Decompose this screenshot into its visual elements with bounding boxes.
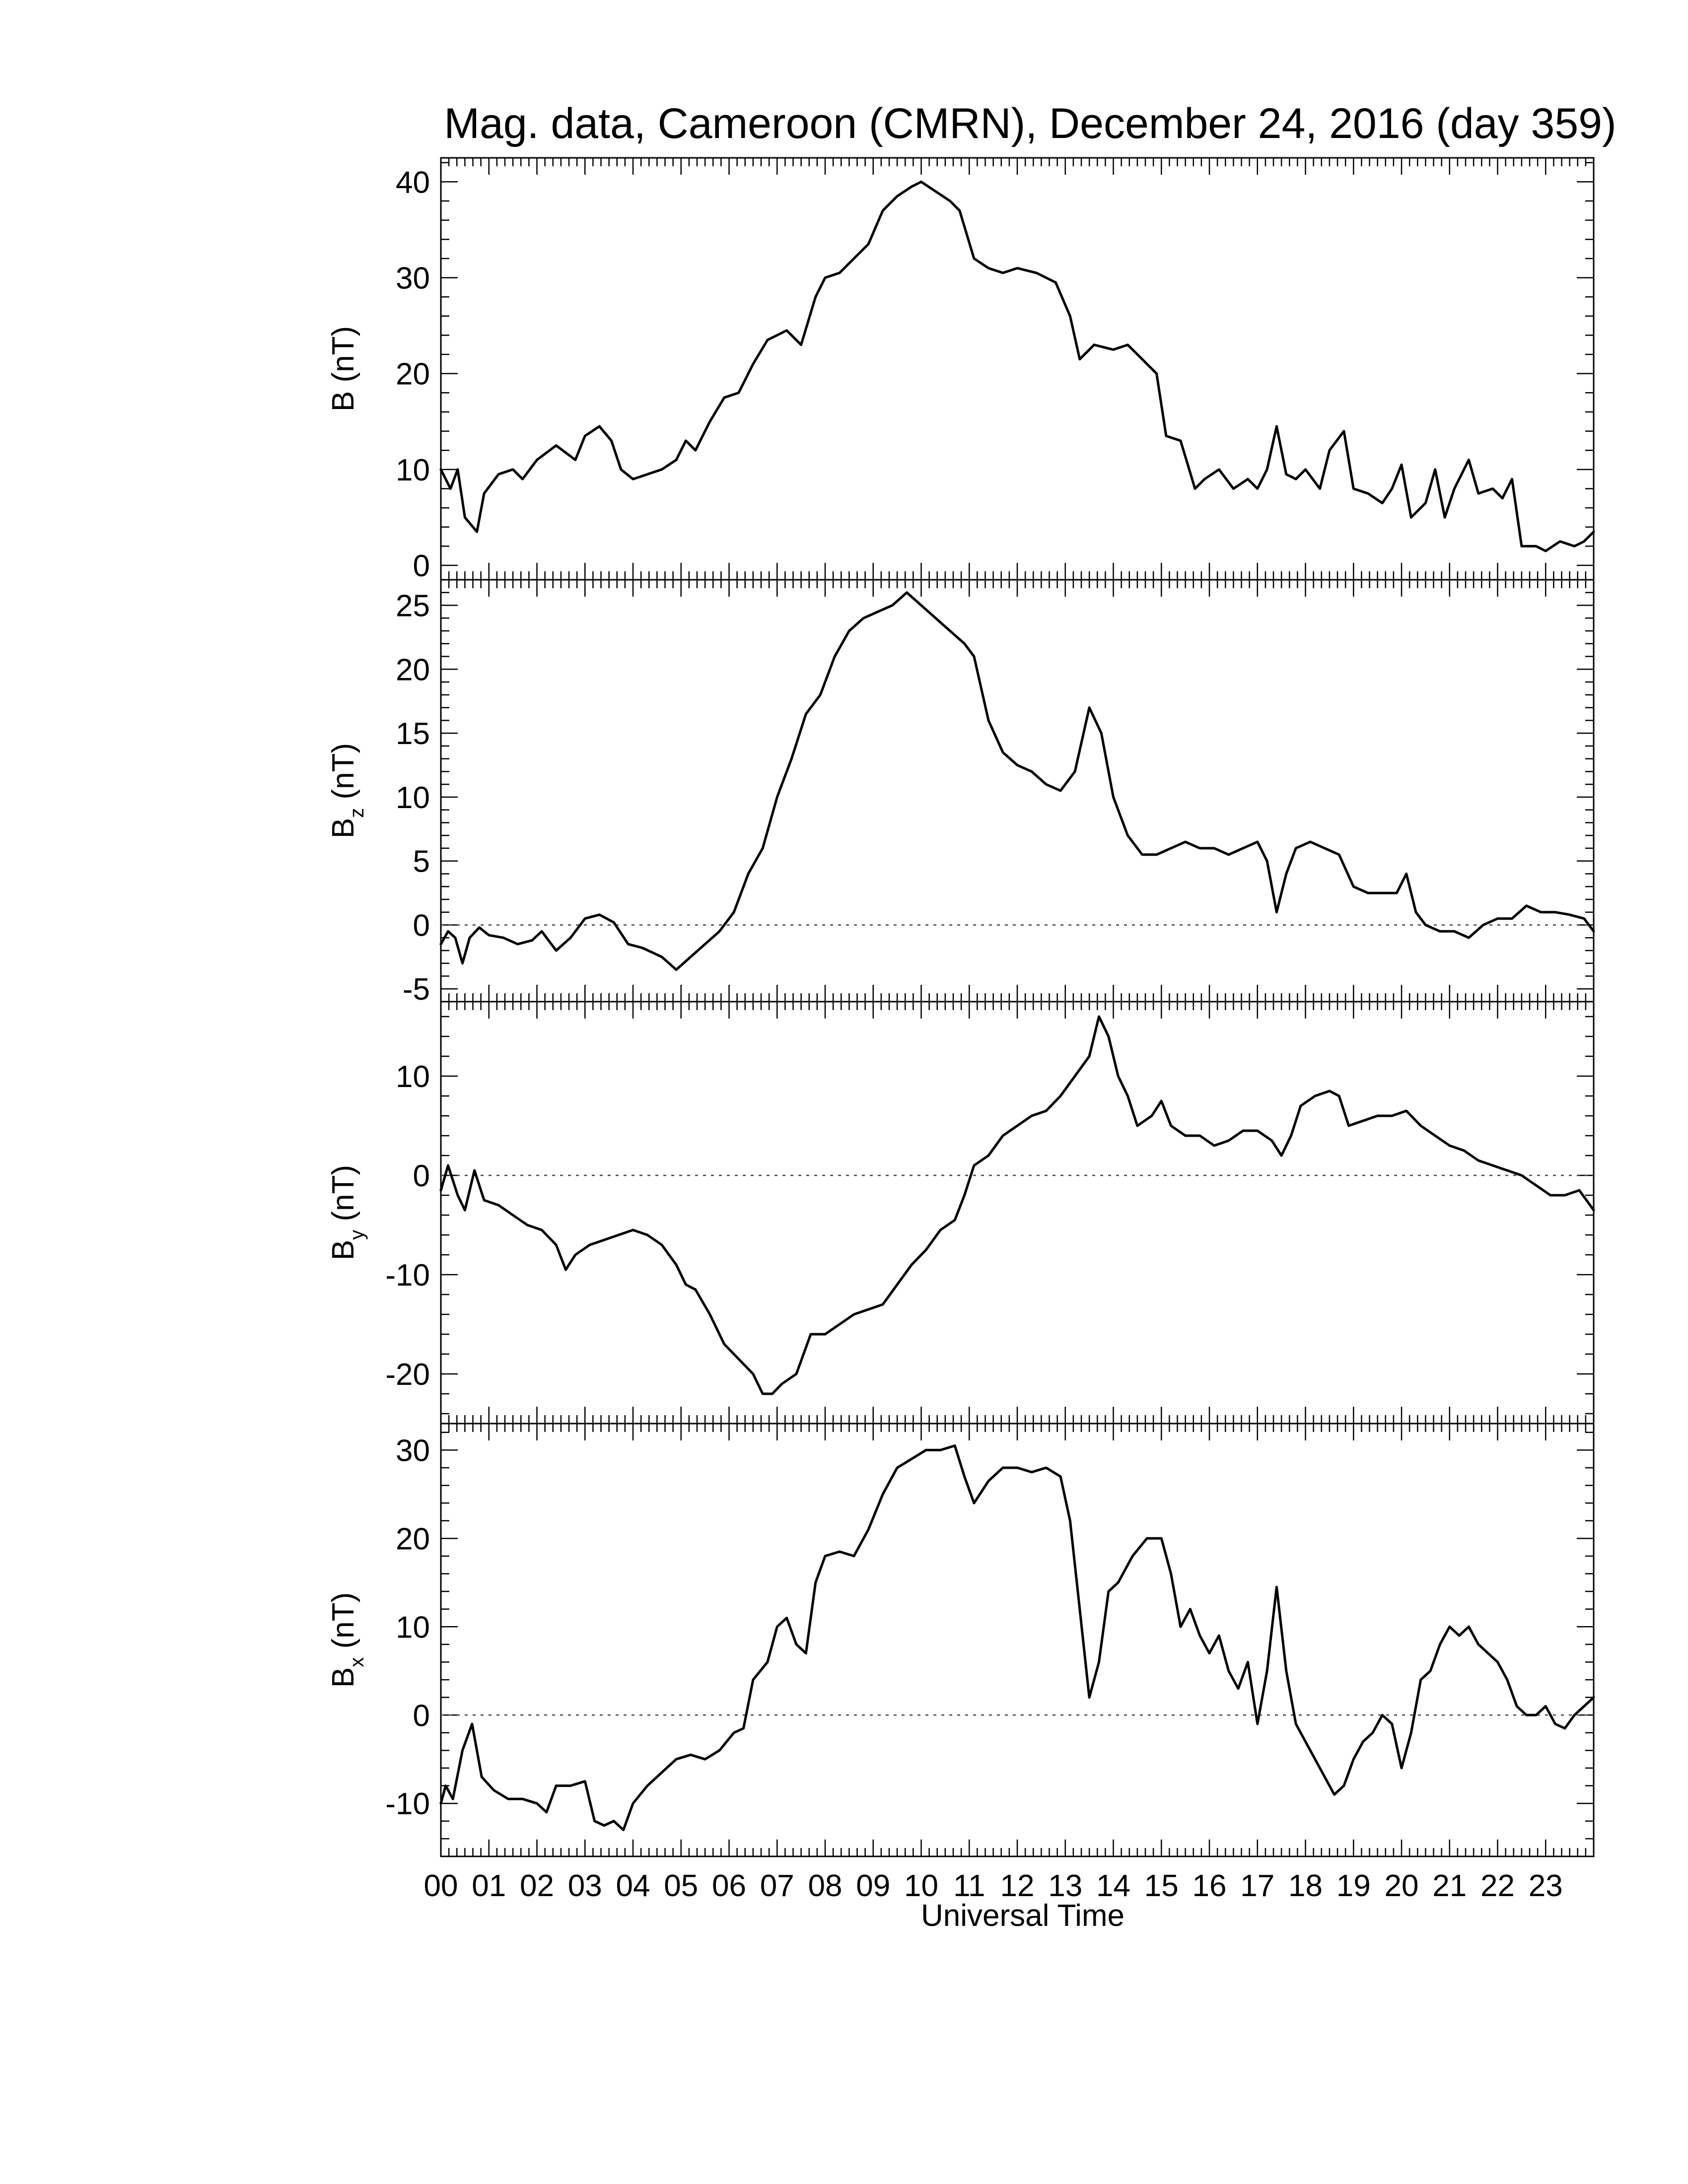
- x-tick-label: 04: [616, 1869, 650, 1903]
- panel-3: -20 -10 0 10 By (nT): [326, 1001, 1595, 1425]
- y-axis-label-symbol: B: [326, 1667, 360, 1688]
- y-tick-label: -10: [385, 1258, 430, 1293]
- x-tick-label: 20: [1385, 1869, 1419, 1903]
- y-tick-label: 10: [396, 1610, 430, 1644]
- y-axis-label-subscript: y: [346, 1230, 368, 1240]
- x-tick-label: 16: [1193, 1869, 1227, 1903]
- panels-group: 0 10 20 30 40 B (nT) -5 0 5 10 15 20 25 Bz (nT) -20 -10…: [326, 157, 1595, 1857]
- chart-title: Mag. data, Cameroon (CMRN), December 24,…: [444, 100, 1616, 147]
- y-tick-label: 20: [396, 357, 430, 392]
- x-tick-label: 07: [760, 1869, 794, 1903]
- y-tick-label: -20: [385, 1358, 430, 1392]
- x-tick-label: 18: [1288, 1869, 1323, 1903]
- x-axis-title: Universal Time: [921, 1899, 1125, 1933]
- panel-1: 0 10 20 30 40 B (nT): [326, 157, 1595, 583]
- panel-4: -10 0 10 20 30 Bx (nT): [326, 1423, 1595, 1857]
- x-axis-tick-labels: 00 01 02 03 04 05 06 07 08 09 10 11 12 13 14 15 16 17 18 19…: [424, 1869, 1563, 1903]
- y-axis-label-subscript: z: [346, 808, 368, 818]
- y-axis-label-symbol: B: [326, 818, 360, 838]
- panel-frame: [440, 579, 1595, 1003]
- y-tick-label: 5: [413, 845, 430, 879]
- x-tick-label: 02: [520, 1869, 554, 1903]
- y-tick-label: 25: [396, 589, 430, 623]
- x-tick-label: 00: [424, 1869, 458, 1903]
- x-tick-label: 19: [1336, 1869, 1371, 1903]
- y-tick-label: 10: [396, 1060, 430, 1094]
- panel-frame: [440, 1423, 1595, 1857]
- y-axis-label: Bx (nT): [326, 1592, 368, 1688]
- y-tick-label: 0: [413, 908, 430, 943]
- y-tick-label: 10: [396, 453, 430, 487]
- x-tick-label: 14: [1096, 1869, 1130, 1903]
- y-tick-label: 0: [413, 1699, 430, 1733]
- x-tick-label: 05: [664, 1869, 698, 1903]
- y-tick-label: 20: [396, 653, 430, 687]
- panel-frame: [440, 1001, 1595, 1425]
- x-tick-label: 21: [1432, 1869, 1467, 1903]
- series-line: [439, 1015, 1595, 1395]
- x-tick-label: 03: [568, 1869, 602, 1903]
- series-line: [439, 180, 1595, 552]
- x-tick-label: 09: [856, 1869, 890, 1903]
- y-tick-label: 30: [396, 261, 430, 295]
- x-tick-label: 01: [472, 1869, 506, 1903]
- x-tick-label: 13: [1048, 1869, 1082, 1903]
- y-axis-label-unit: (nT): [326, 1165, 360, 1230]
- y-tick-label: -5: [403, 972, 430, 1007]
- y-tick-label: 40: [396, 165, 430, 200]
- x-tick-label: 11: [953, 1869, 985, 1903]
- series-line: [439, 1444, 1595, 1832]
- y-tick-label: 30: [396, 1433, 430, 1468]
- y-axis-label: Bz (nT): [326, 743, 368, 838]
- x-tick-label: 12: [1000, 1869, 1035, 1903]
- y-tick-label: 10: [396, 781, 430, 815]
- y-axis-label-subscript: x: [346, 1657, 368, 1667]
- panel-frame: [440, 157, 1595, 581]
- x-tick-label: 22: [1480, 1869, 1515, 1903]
- y-tick-label: 0: [413, 549, 430, 583]
- y-axis-label-unit: (nT): [326, 1592, 360, 1657]
- x-tick-label: 15: [1144, 1869, 1179, 1903]
- series-line: [439, 591, 1595, 971]
- y-axis-label-unit: (nT): [326, 743, 360, 808]
- x-tick-label: 06: [712, 1869, 746, 1903]
- y-axis-label: By (nT): [326, 1165, 368, 1260]
- panel-2: -5 0 5 10 15 20 25 Bz (nT): [326, 579, 1595, 1007]
- x-tick-label: 17: [1240, 1869, 1274, 1903]
- y-tick-label: 20: [396, 1522, 430, 1556]
- y-axis-label-unit: (nT): [326, 326, 360, 391]
- y-axis-label: B (nT): [326, 326, 360, 411]
- y-tick-label: -10: [385, 1787, 430, 1821]
- y-tick-label: 0: [413, 1159, 430, 1193]
- y-axis-label-symbol: B: [326, 1240, 360, 1260]
- x-tick-label: 10: [904, 1869, 938, 1903]
- y-tick-label: 15: [396, 717, 430, 751]
- y-axis-label-symbol: B: [326, 391, 360, 411]
- x-tick-label: 08: [808, 1869, 843, 1903]
- x-tick-label: 23: [1529, 1869, 1563, 1903]
